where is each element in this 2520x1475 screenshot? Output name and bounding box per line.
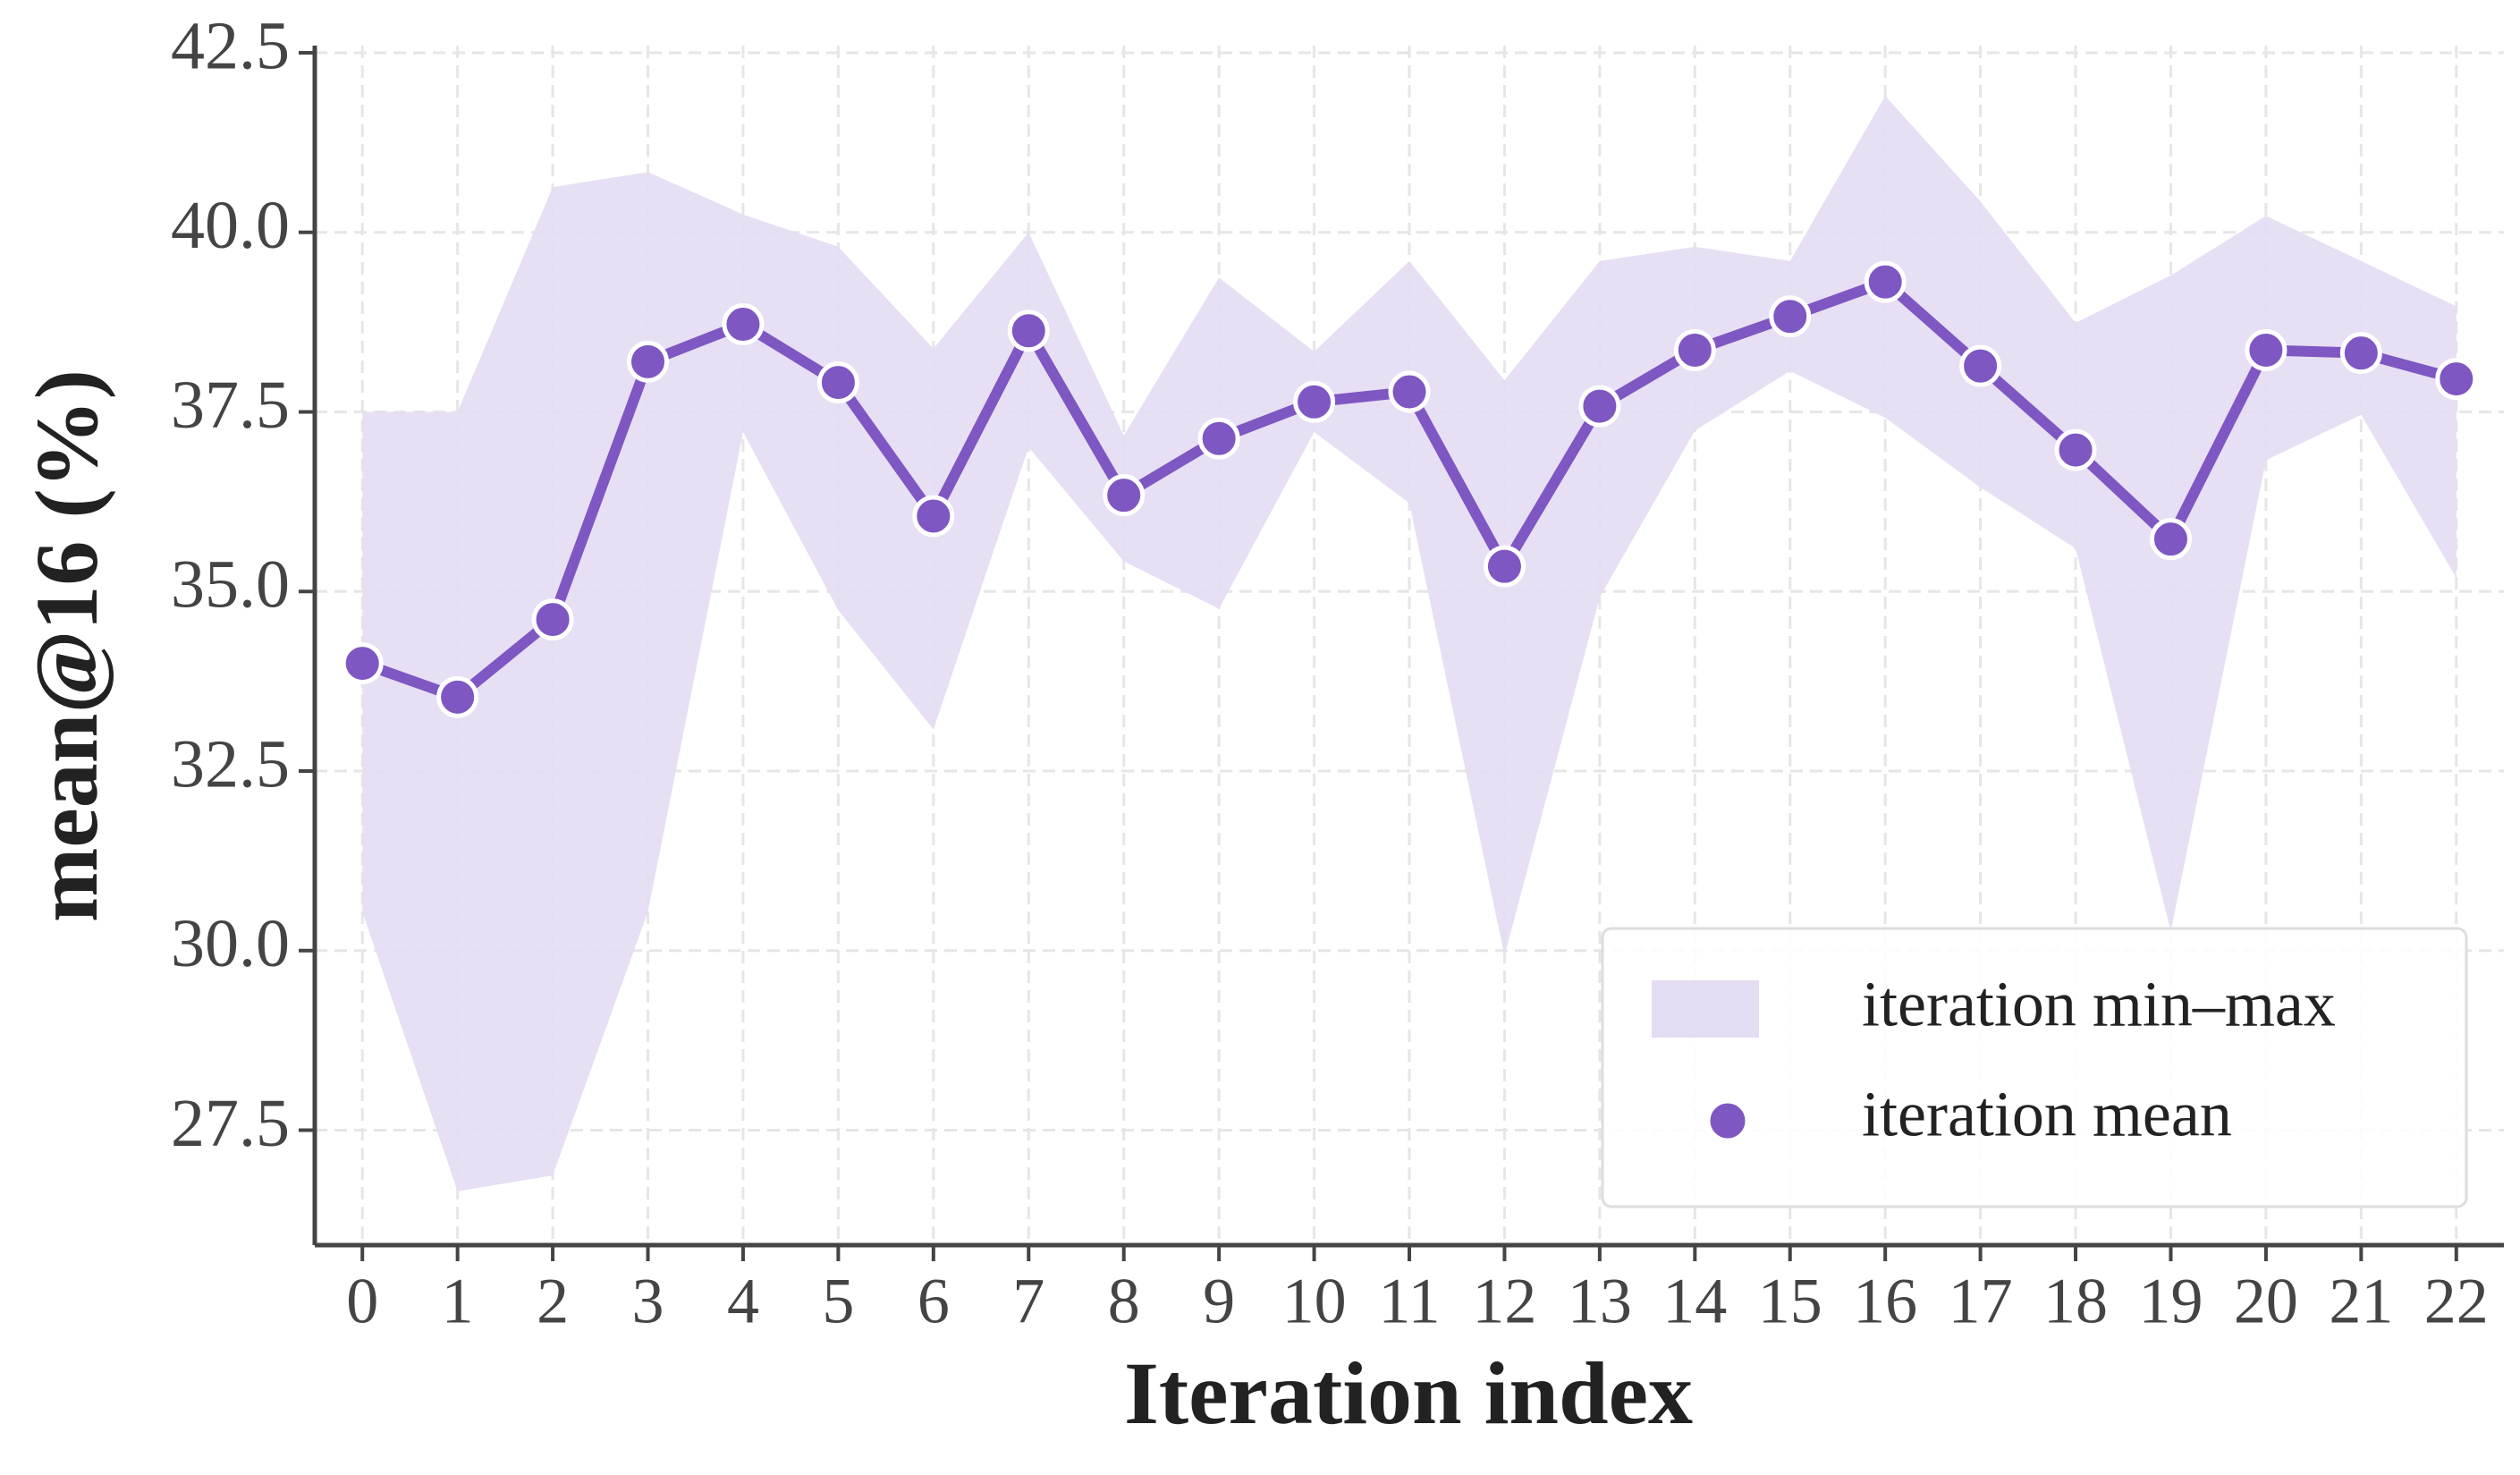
mean-marker	[1673, 328, 1716, 371]
mean-marker	[2435, 358, 2478, 401]
mean-marker	[816, 361, 859, 404]
mean-marker	[341, 642, 384, 685]
legend-swatch	[1652, 980, 1759, 1038]
x-tick-label: 8	[1108, 1266, 1140, 1337]
x-tick-label: 14	[1662, 1266, 1727, 1337]
x-axis-label: Iteration index	[1124, 1344, 1693, 1443]
mean-marker	[2149, 518, 2192, 561]
mean-marker	[436, 675, 479, 718]
mean-marker	[1388, 370, 1431, 413]
min-max-band	[362, 96, 2457, 1191]
mean-marker	[912, 495, 955, 538]
x-tick-label: 18	[2043, 1266, 2108, 1337]
x-tick-label: 22	[2424, 1266, 2489, 1337]
x-tick-label: 2	[537, 1266, 569, 1337]
mean-marker	[1483, 545, 1526, 588]
legend-label: iteration min–max	[1862, 969, 2336, 1040]
y-tick-label: 30.0	[171, 906, 290, 981]
x-tick-label: 20	[2234, 1266, 2298, 1337]
x-tick-label: 7	[1012, 1266, 1044, 1337]
mean-marker	[2054, 428, 2097, 471]
mean-marker	[1103, 474, 1146, 517]
y-tick-label: 27.5	[171, 1086, 290, 1161]
mean-marker	[2245, 328, 2287, 371]
y-tick-label: 37.5	[171, 368, 290, 443]
x-tick-label: 13	[1568, 1266, 1632, 1337]
x-tick-label: 19	[2138, 1266, 2203, 1337]
mean-marker	[627, 340, 670, 383]
x-tick-label: 0	[346, 1266, 378, 1337]
mean-marker	[1293, 380, 1336, 423]
mean-marker	[722, 303, 765, 346]
x-tick-label: 11	[1378, 1266, 1440, 1337]
mean-marker	[1007, 309, 1050, 352]
y-tick-label: 40.0	[171, 188, 290, 263]
mean-marker	[1197, 417, 1240, 460]
legend-box	[1601, 927, 2468, 1208]
x-tick-label: 12	[1472, 1266, 1536, 1337]
x-tick-label: 4	[727, 1266, 759, 1337]
mean-marker	[1769, 295, 1812, 338]
y-tick-label: 42.5	[171, 8, 290, 83]
legend-label: iteration mean	[1862, 1079, 2232, 1150]
mean-marker	[2339, 332, 2382, 375]
x-tick-label: 6	[918, 1266, 950, 1337]
x-tick-label: 5	[822, 1266, 854, 1337]
x-tick-label: 10	[1282, 1266, 1347, 1337]
x-tick-label: 17	[1949, 1266, 2013, 1337]
x-tick-label: 15	[1758, 1266, 1822, 1337]
x-tick-label: 1	[442, 1266, 474, 1337]
legend-marker	[1705, 1098, 1750, 1143]
x-tick-label: 16	[1853, 1266, 1917, 1337]
mean-marker	[1959, 344, 2002, 387]
mean-marker	[1864, 260, 1907, 303]
y-axis-label: mean@16 (%)	[17, 369, 116, 922]
y-tick-label: 35.0	[171, 547, 290, 623]
x-tick-label: 21	[2329, 1266, 2393, 1337]
y-tick-label: 32.5	[171, 726, 290, 801]
x-tick-label: 9	[1203, 1266, 1235, 1337]
mean-marker	[1578, 385, 1621, 428]
x-tick-label: 3	[632, 1266, 664, 1337]
mean-marker	[531, 598, 574, 641]
